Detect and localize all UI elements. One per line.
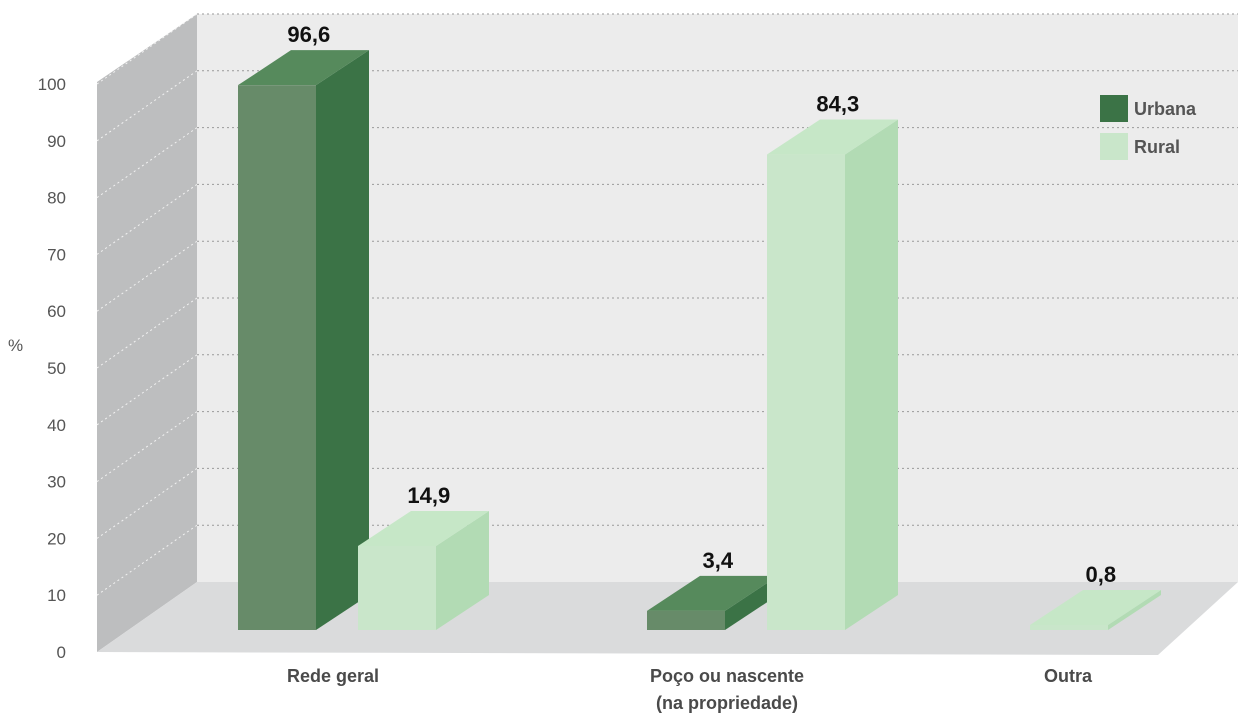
bar-top [1030,590,1161,625]
gridline-wall [96,183,198,255]
bar-side [1108,590,1161,630]
gridline-wall [96,240,198,312]
bar [358,510,489,630]
y-tick-label: 20 [47,529,66,548]
bar-front [1030,625,1108,630]
category-label-outra: Outra [1044,666,1093,686]
bar [1030,590,1161,630]
legend-swatch-urbana [1100,95,1128,122]
bar-top [358,510,489,546]
y-tick-label: 10 [47,586,66,605]
y-tick-label: 60 [47,302,66,321]
data-label: 96,6 [287,22,330,47]
y-tick-label: 80 [47,189,66,208]
bar-top [238,50,369,86]
bar-front [647,610,725,630]
y-axis-label: % [8,336,23,355]
category-label-poco-line2: (na propriedade) [656,693,798,713]
bar-side [725,575,778,630]
bar-side [316,50,369,630]
category-label-poco-line1: Poço ou nascente [650,666,804,686]
bar-side [436,510,489,630]
data-label: 0,8 [1086,562,1117,587]
data-label: 14,9 [407,483,450,508]
gridline-wall [96,13,198,85]
y-tick-label: 90 [47,132,66,151]
data-label: 84,3 [816,92,859,117]
gridline-wall [96,411,198,483]
bar-top [767,119,898,155]
y-tick-label: 0 [57,643,66,662]
bar-front [238,85,316,630]
y-tick-label: 70 [47,245,66,264]
y-tick-label: 100 [38,75,66,94]
y-tick-label: 40 [47,416,66,435]
data-label: 3,4 [703,548,734,573]
bar-front [358,545,436,630]
legend-label-urbana: Urbana [1134,99,1197,119]
bar-front [767,154,845,630]
legend-label-rural: Rural [1134,137,1180,157]
gridline-wall [96,467,198,539]
bar [647,575,778,630]
bars [238,50,1161,630]
bar [767,119,898,630]
legend-swatch-rural [1100,133,1128,160]
gridlines [96,13,1238,596]
gridline-wall [96,70,198,142]
y-axis-ticks: 0 10 20 30 40 50 60 70 80 90 100 [38,75,66,662]
gridline-wall [96,127,198,199]
y-tick-label: 50 [47,359,66,378]
bar-side [845,119,898,630]
gridline-wall [96,297,198,369]
bar-top [647,575,778,611]
gridline-wall [96,354,198,426]
gridline-wall [96,524,198,596]
legend: Urbana Rural [1100,95,1197,160]
y-tick-label: 30 [47,473,66,492]
bar [238,50,369,630]
category-label-rede-geral: Rede geral [287,666,379,686]
value-labels: 96,6 14,9 3,4 84,3 0,8 [287,22,1116,587]
